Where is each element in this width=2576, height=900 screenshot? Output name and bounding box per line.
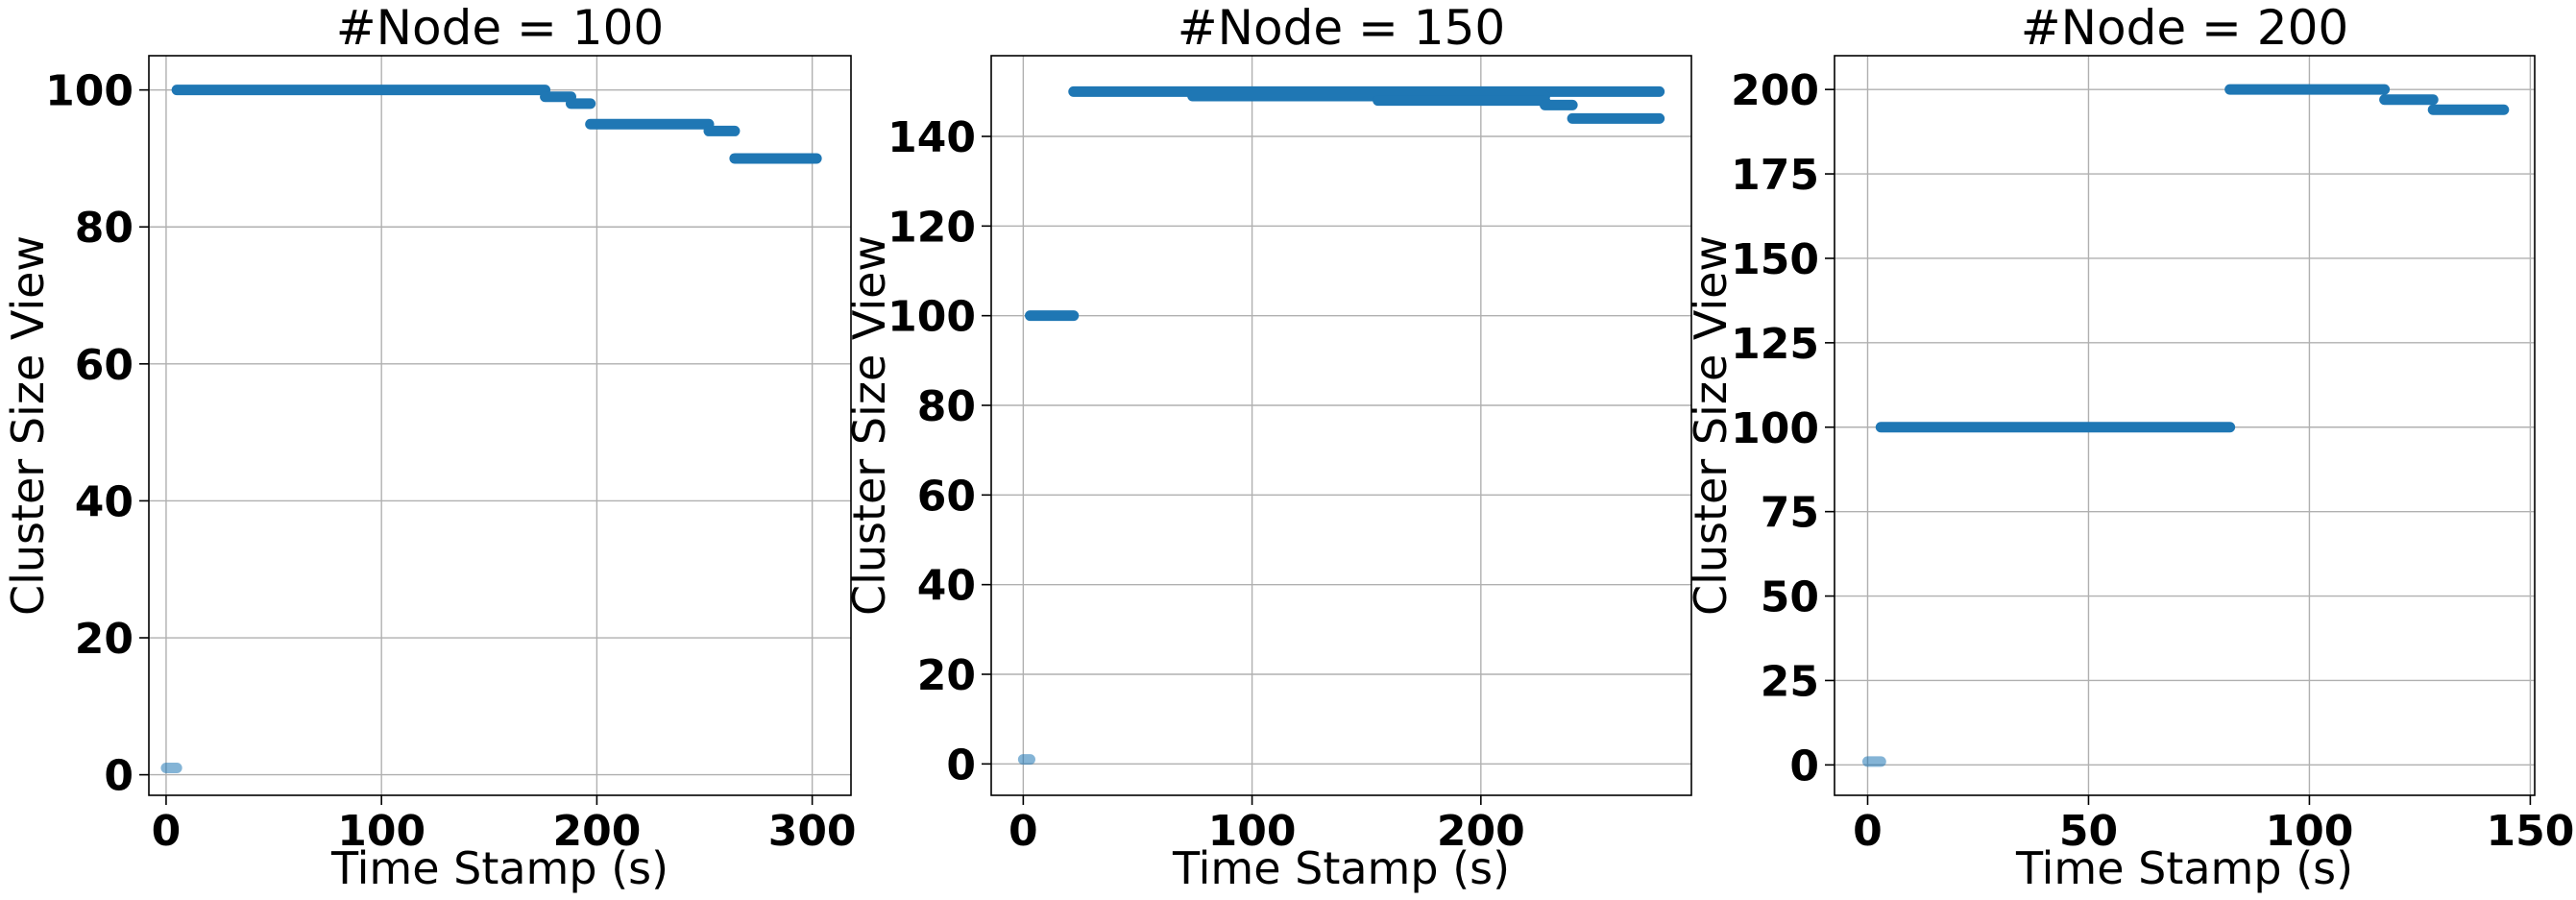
- y-tick-label: 200: [1731, 66, 1819, 115]
- x-tick-label: 0: [1009, 807, 1038, 856]
- chart-title: #Node = 150: [1178, 0, 1506, 56]
- x-tick-label: 100: [2266, 807, 2354, 856]
- y-tick-label: 0: [104, 752, 134, 801]
- y-tick-label: 0: [946, 741, 976, 790]
- x-axis-label: Time Stamp (s): [1172, 842, 1510, 894]
- x-axis-label: Time Stamp (s): [330, 842, 668, 894]
- grid-lines: [991, 56, 1691, 795]
- y-tick-label: 40: [917, 562, 976, 611]
- grid-lines: [1835, 56, 2535, 795]
- y-tick-label: 50: [1761, 573, 1819, 622]
- data-points: [1861, 84, 2510, 767]
- x-tick-label: 200: [552, 807, 641, 856]
- plot-frame: [148, 55, 852, 796]
- tick-labels: 0 100 200 0 20 40 60 80 100 120 140: [887, 113, 1525, 856]
- panel-node-200: 0 50 100 150 0 25 50 75 100 125 150 175 200 #Node = …: [1685, 0, 2574, 894]
- x-tick-label: 100: [1208, 807, 1297, 856]
- plot-frame: [990, 55, 1692, 796]
- tick-labels: 0 50 100 150 0 25 50 75 100 125 150 175 200: [1731, 66, 2574, 856]
- y-axis-label: Cluster Size View: [843, 235, 895, 616]
- x-axis-label: Time Stamp (s): [2015, 842, 2353, 894]
- y-axis-label: Cluster Size View: [2, 235, 54, 616]
- y-tick-label: 100: [1731, 404, 1819, 453]
- y-tick-label: 140: [887, 113, 976, 162]
- x-tick-label: 200: [1437, 807, 1525, 856]
- y-tick-label: 20: [75, 615, 134, 664]
- plot-frame: [1834, 55, 2536, 796]
- panel-node-100: 0 100 200 300 0 20 40 60 80 100 #Node = 100 Time …: [2, 0, 857, 894]
- x-tick-label: 0: [1853, 807, 1883, 856]
- tick-labels: 0 100 200 300 0 20 40 60 80 100: [45, 67, 856, 856]
- chart-title: #Node = 100: [336, 0, 665, 56]
- chart-title: #Node = 200: [2021, 0, 2349, 56]
- y-axis-label: Cluster Size View: [1685, 235, 1737, 616]
- tick-marks: [1825, 88, 2532, 805]
- y-tick-label: 80: [75, 204, 134, 253]
- y-tick-label: 40: [75, 477, 134, 526]
- panel-node-150: 0 100 200 0 20 40 60 80 100 120 140 #Node = 150 Ti…: [843, 0, 1692, 894]
- x-tick-label: 300: [768, 807, 857, 856]
- x-tick-label: 50: [2059, 807, 2118, 856]
- y-tick-label: 75: [1761, 489, 1819, 538]
- y-tick-label: 80: [917, 382, 976, 431]
- y-tick-label: 60: [917, 472, 976, 521]
- y-tick-label: 20: [917, 651, 976, 700]
- y-tick-label: 175: [1731, 151, 1819, 200]
- y-tick-label: 100: [45, 67, 134, 116]
- x-tick-label: 100: [337, 807, 425, 856]
- data-points: [160, 85, 822, 773]
- tick-marks: [139, 88, 814, 805]
- x-tick-label: 0: [152, 807, 182, 856]
- y-tick-label: 60: [75, 341, 134, 390]
- y-tick-label: 120: [887, 203, 976, 252]
- y-tick-label: 150: [1731, 235, 1819, 284]
- y-tick-label: 100: [887, 293, 976, 342]
- x-tick-label: 150: [2486, 807, 2574, 856]
- y-tick-label: 0: [1789, 742, 1819, 791]
- y-tick-label: 125: [1731, 320, 1819, 369]
- tick-marks: [982, 135, 1482, 805]
- y-tick-label: 25: [1761, 657, 1819, 706]
- data-points: [1017, 85, 1665, 766]
